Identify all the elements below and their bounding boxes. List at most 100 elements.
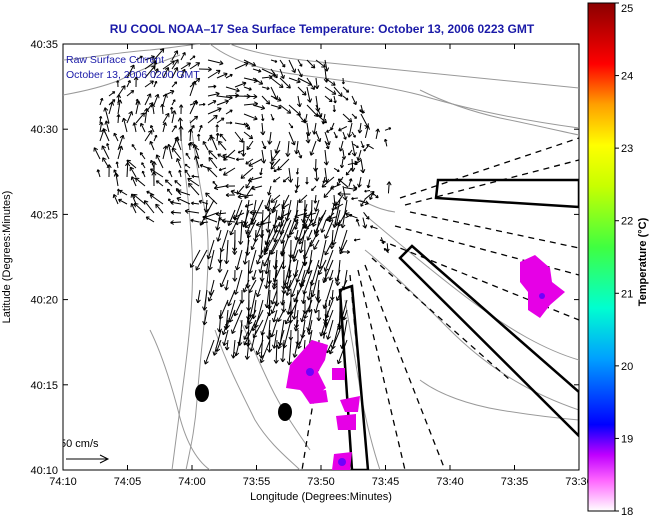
current-vector-head: [234, 250, 238, 255]
current-vector: [161, 104, 164, 115]
current-vector: [332, 203, 335, 211]
current-vector: [119, 190, 128, 196]
current-vector-head: [228, 318, 231, 323]
current-vector-head: [214, 187, 219, 191]
current-vector-head: [333, 81, 336, 86]
current-vector: [333, 194, 336, 206]
current-vector-head: [294, 236, 297, 241]
current-vector: [243, 103, 258, 106]
current-vector: [246, 309, 250, 329]
current-vector: [300, 259, 313, 288]
current-vector-head: [324, 314, 327, 319]
current-vector-head: [230, 329, 233, 334]
current-vector-head: [244, 196, 249, 199]
current-vector-head: [310, 244, 315, 247]
current-vector-head: [102, 128, 104, 133]
current-vector: [190, 219, 200, 223]
current-vector: [171, 67, 178, 79]
current-vector-head: [314, 200, 318, 204]
current-vector: [265, 219, 278, 245]
current-vector: [139, 152, 146, 160]
current-vector: [274, 249, 278, 270]
current-vector: [135, 100, 140, 115]
current-vector: [335, 194, 344, 206]
current-vector-head: [330, 98, 333, 102]
current-vector: [184, 163, 191, 169]
current-vector: [302, 209, 313, 229]
current-vector-head: [162, 48, 165, 53]
current-vector-head: [286, 361, 290, 366]
current-vector-head: [338, 94, 343, 97]
current-vector: [353, 143, 359, 148]
current-vector: [337, 178, 349, 188]
current-vector: [171, 110, 176, 124]
current-vector-head: [277, 319, 282, 323]
current-vector: [135, 55, 143, 61]
current-vector-head: [324, 67, 328, 72]
current-vector-head: [347, 133, 350, 138]
current-vector: [226, 339, 229, 351]
current-vector: [279, 104, 292, 114]
current-vector: [331, 229, 334, 249]
current-vector-head: [177, 190, 181, 195]
current-vector-head: [278, 104, 282, 109]
current-vector: [259, 259, 264, 274]
current-vector: [336, 279, 348, 301]
current-vector-head: [307, 330, 310, 335]
current-vector: [256, 279, 264, 297]
current-vector-head: [276, 215, 280, 220]
current-vector-head: [279, 252, 283, 257]
current-vector: [354, 238, 361, 241]
current-vector: [297, 68, 303, 78]
current-vector-head: [226, 260, 230, 265]
current-vector-head: [365, 125, 369, 130]
current-vector: [296, 176, 299, 189]
current-vector: [294, 221, 299, 230]
current-vector-head: [227, 301, 229, 306]
current-vector-head: [342, 196, 347, 201]
current-vector-head: [173, 67, 178, 70]
current-vector: [248, 158, 263, 167]
current-vector-head: [234, 277, 238, 282]
current-vector-head: [209, 134, 212, 137]
current-vector-head: [292, 353, 295, 358]
current-vector-head: [377, 128, 380, 133]
current-vector-head: [121, 145, 124, 150]
current-vector: [152, 103, 155, 115]
current-vector-head: [275, 359, 279, 364]
current-vector: [233, 239, 236, 252]
current-vector-head: [115, 172, 119, 177]
current-vector: [172, 147, 182, 160]
sst-cold-cores: [306, 293, 545, 466]
current-vector-head: [203, 321, 208, 326]
current-vector-head: [248, 126, 251, 130]
current-vector-head: [223, 342, 228, 347]
current-vector-head: [118, 199, 121, 203]
current-vector-head: [357, 129, 361, 134]
colorbar-tick-label: 19: [621, 433, 633, 445]
current-vector-head: [320, 228, 323, 233]
current-vector-head: [303, 291, 308, 295]
current-vector-head: [233, 311, 236, 316]
current-vector-head: [282, 344, 285, 349]
current-vector-head: [365, 200, 369, 204]
current-vector-head: [219, 268, 223, 273]
current-vector: [315, 59, 326, 68]
current-vector-head: [130, 166, 135, 170]
current-vector-head: [208, 150, 211, 155]
current-vector-head: [324, 235, 329, 239]
current-vector-head: [260, 80, 264, 85]
current-vector-head: [261, 159, 265, 164]
current-vector-head: [319, 138, 322, 142]
current-vector: [193, 144, 200, 160]
current-vector: [310, 259, 320, 286]
current-vector-head: [190, 219, 194, 223]
current-vector: [306, 77, 315, 90]
current-vector-head: [284, 282, 288, 286]
current-vector: [201, 221, 209, 224]
current-vector-head: [207, 265, 211, 271]
current-vector: [287, 299, 292, 315]
current-vector-head: [253, 335, 258, 339]
current-vector: [273, 219, 285, 243]
current-vector-head: [283, 308, 287, 313]
